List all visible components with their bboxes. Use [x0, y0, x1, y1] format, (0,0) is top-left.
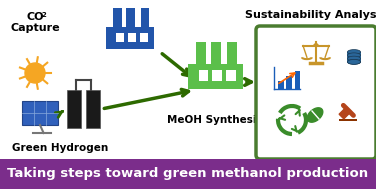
Bar — [127, 33, 136, 42]
Bar — [113, 8, 122, 30]
Bar — [196, 42, 206, 67]
Polygon shape — [339, 107, 351, 119]
Ellipse shape — [347, 60, 361, 64]
Bar — [294, 71, 300, 89]
Text: CO: CO — [26, 12, 44, 22]
Bar — [115, 33, 124, 42]
Bar — [199, 70, 208, 81]
Ellipse shape — [347, 50, 361, 54]
Bar — [106, 27, 154, 49]
Bar — [227, 42, 237, 67]
Bar — [347, 52, 361, 62]
Bar — [226, 70, 236, 81]
Text: Green Hydrogen: Green Hydrogen — [12, 143, 108, 153]
Bar — [139, 33, 148, 42]
Text: Sustainability Analysis: Sustainability Analysis — [245, 10, 376, 20]
Bar — [211, 42, 220, 67]
Bar — [0, 159, 376, 189]
Polygon shape — [307, 108, 323, 122]
Bar — [188, 64, 243, 89]
Bar — [22, 101, 58, 125]
Ellipse shape — [347, 53, 361, 58]
Ellipse shape — [347, 60, 361, 64]
Text: Taking steps toward green methanol production: Taking steps toward green methanol produ… — [8, 167, 368, 180]
Bar — [286, 76, 292, 89]
Text: MeOH Synthesis: MeOH Synthesis — [167, 115, 263, 125]
Bar — [278, 81, 284, 89]
Ellipse shape — [347, 56, 361, 61]
Bar — [212, 70, 222, 81]
Circle shape — [25, 63, 45, 83]
Text: 2: 2 — [41, 12, 46, 18]
Text: Capture: Capture — [10, 23, 60, 33]
Bar — [67, 90, 80, 128]
Bar — [126, 8, 135, 30]
Bar — [339, 119, 357, 122]
FancyBboxPatch shape — [256, 26, 376, 159]
Bar — [85, 90, 100, 128]
Bar — [141, 8, 149, 30]
